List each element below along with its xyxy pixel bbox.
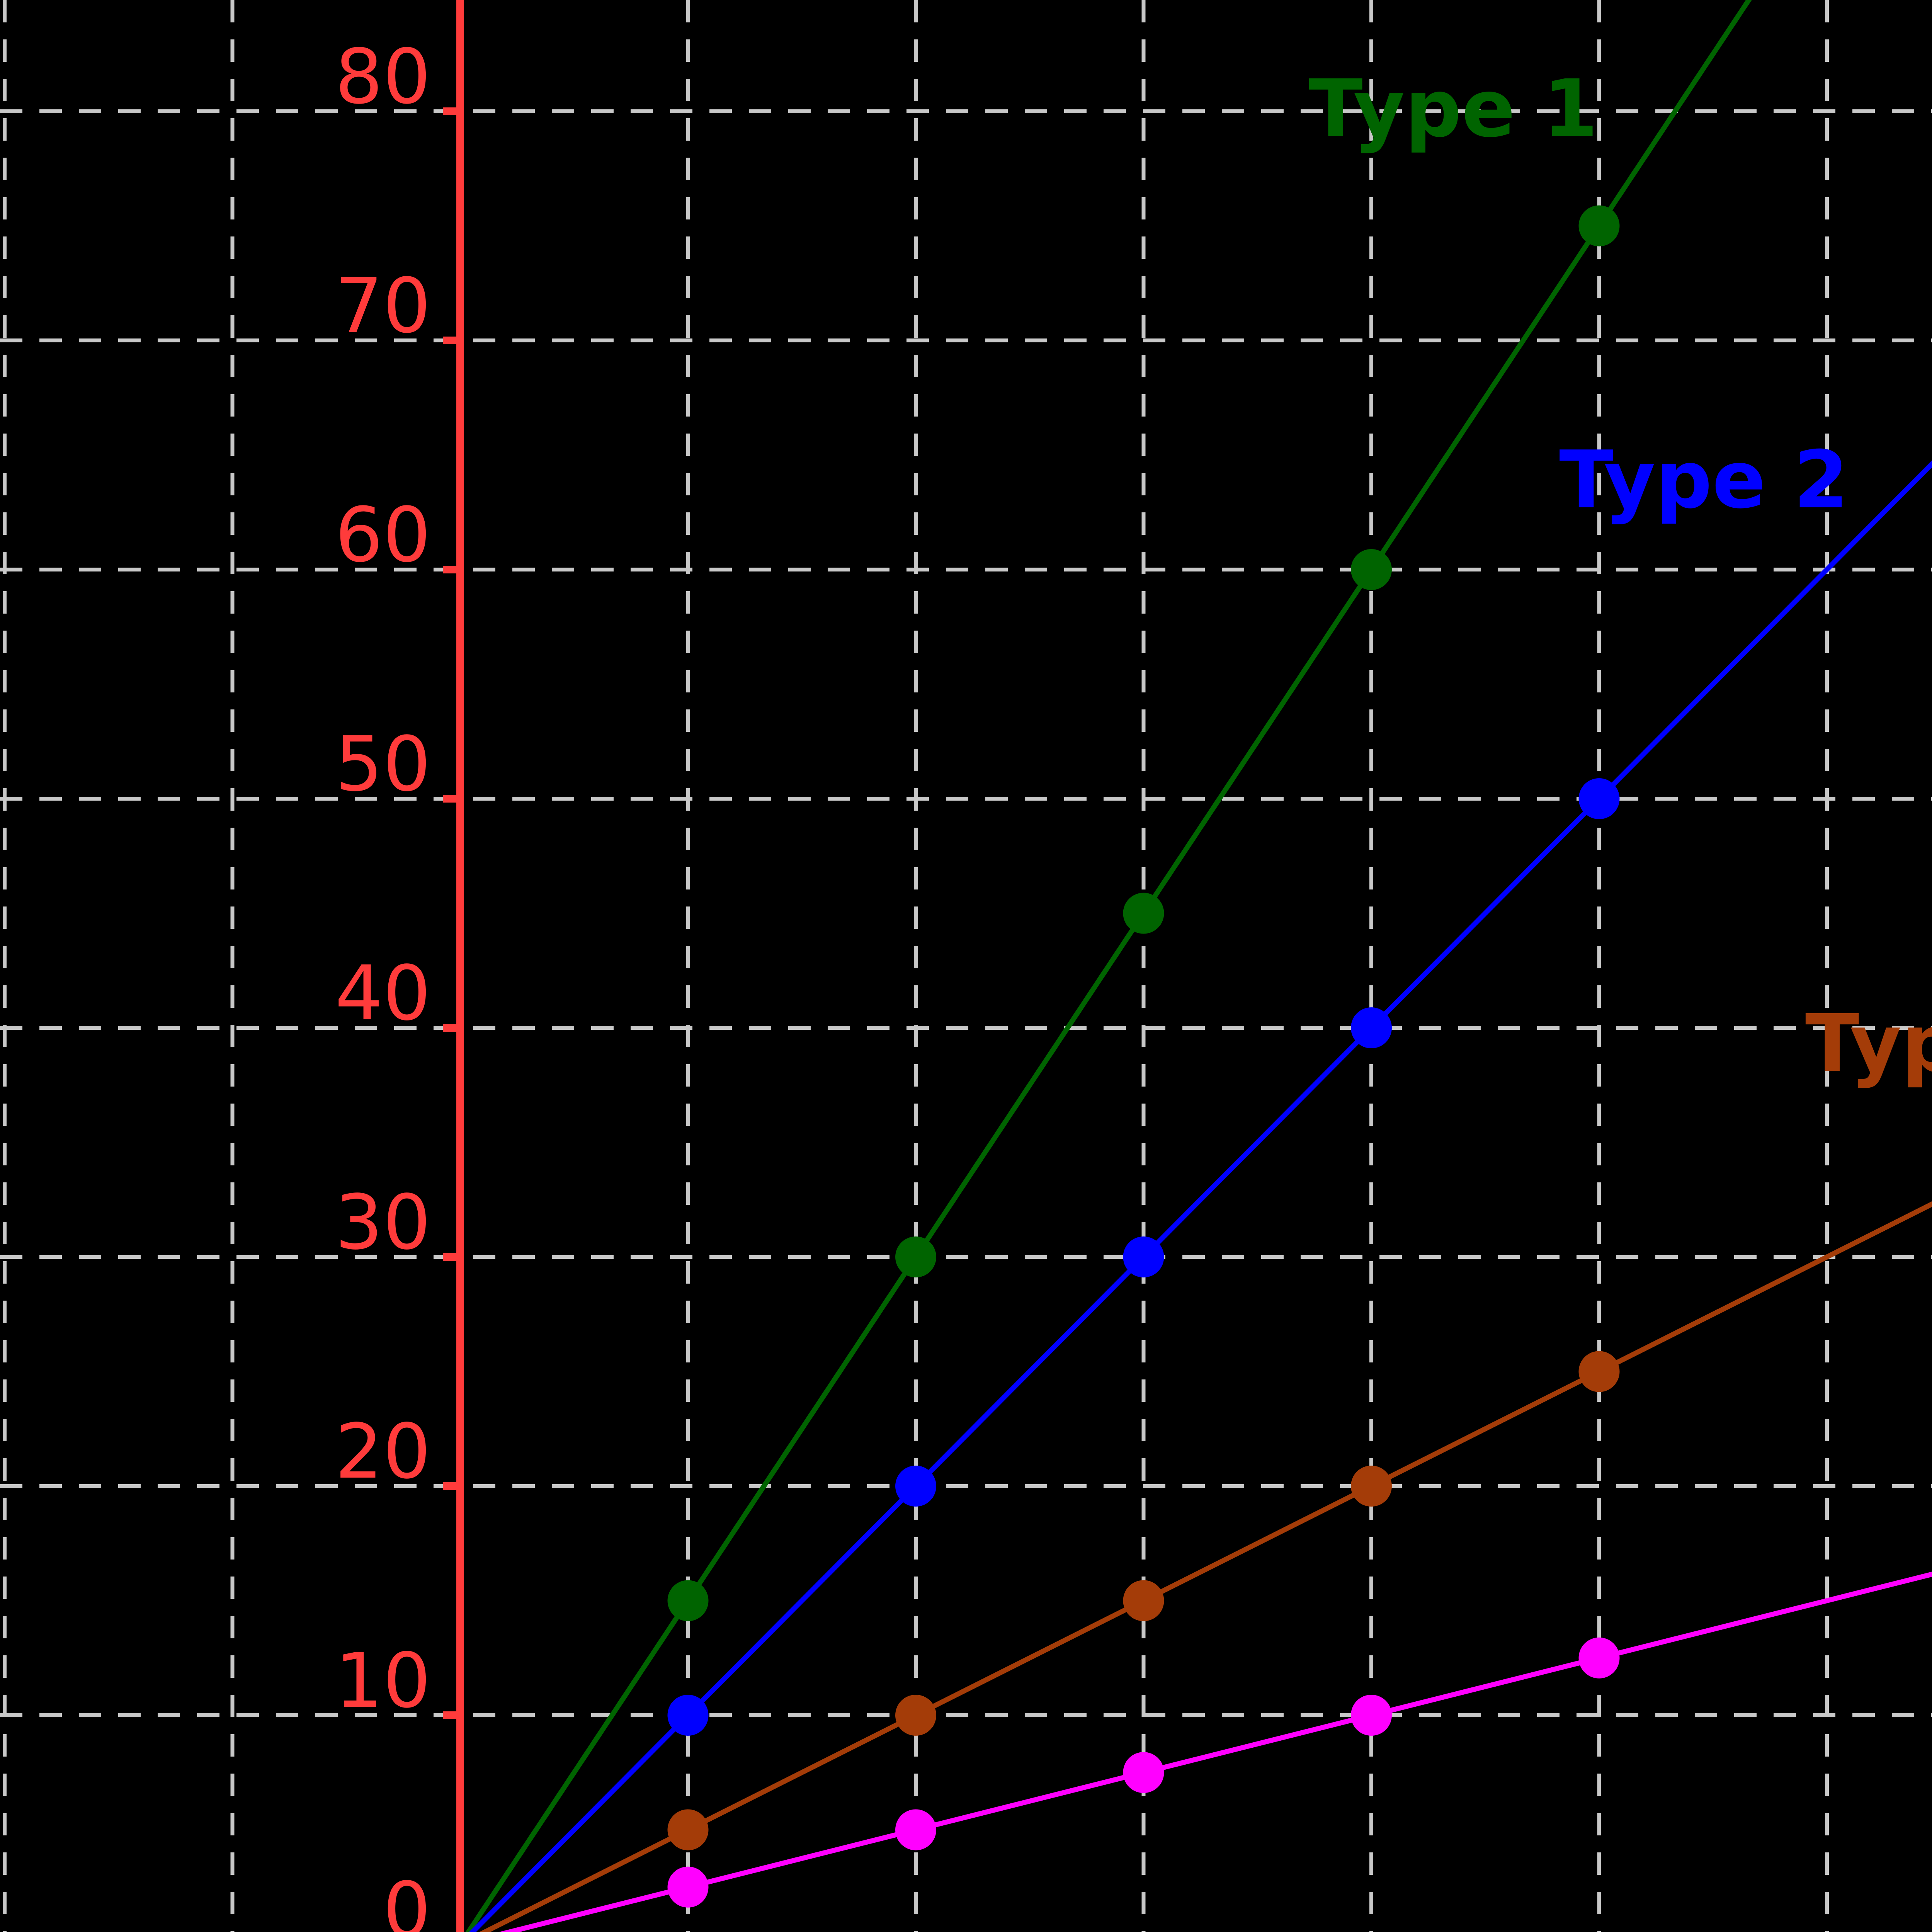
series-label-3: Type 3	[1805, 998, 1932, 1090]
data-point-series-4	[667, 1866, 709, 1908]
data-point-series-4	[895, 1809, 936, 1850]
y-tick-label: 0	[383, 1866, 431, 1932]
data-point-series-2	[667, 1695, 709, 1736]
data-point-series-3	[667, 1809, 709, 1850]
data-point-series-2	[1123, 1236, 1164, 1277]
data-point-series-1	[1351, 549, 1392, 590]
data-point-series-3	[1123, 1580, 1164, 1621]
data-point-series-4	[1578, 1637, 1620, 1679]
y-tick-label: 10	[335, 1637, 431, 1725]
data-point-series-3	[1351, 1466, 1392, 1507]
y-tick-label: 40	[335, 949, 431, 1037]
data-point-series-2	[1351, 1007, 1392, 1048]
y-tick-label: 30	[335, 1179, 431, 1266]
data-point-series-2	[1578, 778, 1620, 819]
data-point-series-1	[895, 1236, 936, 1277]
series-line-3	[479, 1201, 1932, 1932]
y-tick-label: 50	[335, 720, 431, 808]
y-tick-label: 80	[335, 33, 431, 121]
data-point-series-4	[1123, 1752, 1164, 1793]
y-tick-label: 60	[335, 491, 431, 579]
data-point-series-3	[895, 1695, 936, 1736]
data-point-series-1	[1123, 893, 1164, 934]
y-tick-label: 20	[335, 1408, 431, 1495]
series-label-2: Type 2	[1559, 434, 1849, 526]
data-point-series-2	[895, 1466, 936, 1507]
series-line-4	[499, 1571, 1932, 1932]
data-point-series-3	[1578, 1351, 1620, 1392]
data-point-series-1	[1578, 205, 1620, 247]
y-tick-label: 70	[335, 262, 431, 350]
series-label-1: Type 1	[1309, 63, 1598, 155]
data-point-series-1	[667, 1580, 709, 1621]
data-point-series-4	[1351, 1695, 1392, 1736]
